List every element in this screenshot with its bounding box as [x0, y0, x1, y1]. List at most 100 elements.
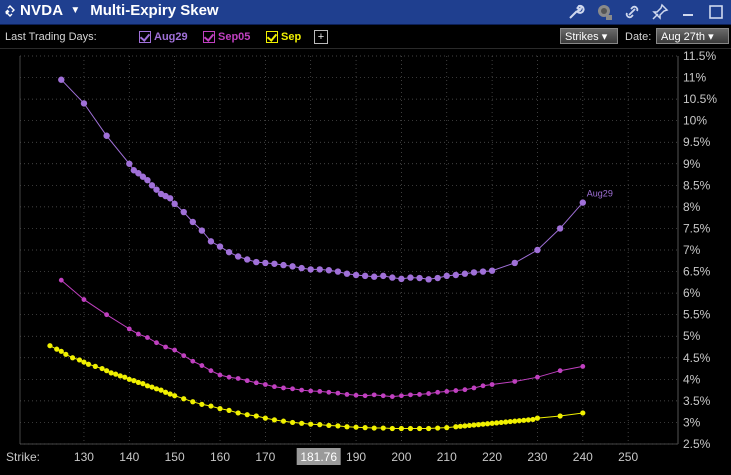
data-point	[334, 268, 342, 275]
data-point	[425, 276, 432, 283]
data-point	[126, 160, 133, 167]
data-point	[471, 385, 477, 391]
data-point	[335, 390, 341, 396]
checkbox-aug29[interactable]: Aug29	[139, 31, 188, 43]
data-point	[153, 386, 160, 392]
data-point	[317, 389, 323, 394]
minimize-icon[interactable]	[679, 3, 697, 21]
data-point	[85, 361, 92, 367]
series-line	[60, 79, 584, 280]
data-point	[435, 425, 441, 431]
x-tick-label: 200	[391, 450, 411, 464]
data-point	[580, 364, 586, 369]
chat-icon[interactable]	[595, 3, 613, 21]
data-point	[217, 372, 223, 378]
data-point	[443, 272, 450, 280]
date-dropdown[interactable]: Aug 27th ▾	[656, 28, 729, 44]
ticker-dropdown-icon[interactable]: ▼	[70, 5, 81, 16]
maximize-icon[interactable]	[707, 3, 725, 21]
data-point	[148, 182, 156, 189]
data-point	[172, 347, 178, 353]
wrench-icon[interactable]	[567, 3, 585, 21]
data-point	[444, 425, 450, 431]
data-point	[271, 260, 278, 267]
data-point	[190, 358, 196, 364]
data-point	[534, 246, 541, 254]
data-point	[326, 422, 332, 429]
chevron-down-icon: ▾	[708, 31, 714, 43]
strikes-dropdown-label: Strikes	[565, 31, 599, 43]
strikes-dropdown[interactable]: Strikes ▾	[560, 28, 618, 44]
data-point	[54, 346, 60, 352]
data-point	[534, 415, 541, 421]
data-point	[149, 384, 155, 390]
chain-link-icon[interactable]	[623, 3, 641, 21]
checkbox-sep-label: Sep	[281, 31, 302, 43]
data-point	[489, 382, 495, 387]
data-point	[126, 376, 132, 382]
data-point	[488, 267, 496, 274]
y-tick-label: 3%	[683, 415, 701, 429]
checkbox-sep05[interactable]: Sep05	[203, 31, 250, 43]
data-point	[145, 335, 150, 340]
add-expiry-button[interactable]: +	[314, 30, 328, 44]
data-point	[104, 312, 110, 318]
data-point	[253, 380, 259, 386]
data-point	[461, 270, 469, 277]
data-point	[135, 170, 142, 177]
check-icon	[203, 31, 215, 43]
data-point	[235, 376, 241, 381]
data-point	[63, 351, 69, 357]
data-point	[484, 421, 491, 427]
data-point	[189, 218, 196, 226]
data-point	[190, 399, 196, 405]
series-sep05	[58, 277, 586, 399]
data-point	[479, 268, 487, 275]
data-point	[308, 421, 314, 427]
data-point	[399, 393, 404, 399]
y-tick-label: 6.5%	[683, 265, 711, 279]
y-tick-label: 9%	[683, 157, 701, 171]
data-point	[135, 331, 141, 337]
data-point	[389, 394, 395, 399]
series-end-label: Aug29	[587, 189, 613, 199]
y-tick-label: 7%	[683, 243, 701, 257]
data-point	[299, 387, 305, 393]
skew-chart[interactable]: Aug29 2.5% 3% 3.5% 4% 4.5% 5% 5.5% 6% 6.5% 7% 7.5%…	[0, 48, 731, 475]
data-point	[408, 392, 413, 398]
data-point	[181, 396, 187, 402]
data-point	[172, 393, 178, 399]
data-point	[154, 340, 159, 346]
y-tick-label: 6%	[683, 286, 701, 300]
pin-icon[interactable]	[651, 3, 669, 21]
data-point	[453, 388, 459, 393]
data-point	[262, 382, 268, 387]
data-point	[226, 407, 232, 413]
data-point	[511, 259, 518, 267]
data-point	[512, 379, 518, 384]
data-point	[370, 273, 378, 280]
link-icon[interactable]	[4, 4, 16, 17]
data-point	[199, 363, 205, 368]
data-point	[521, 417, 527, 423]
data-point	[471, 422, 477, 428]
data-point	[235, 410, 241, 416]
data-point	[298, 264, 305, 272]
data-point	[380, 425, 386, 431]
data-point	[535, 374, 540, 380]
data-point	[503, 419, 509, 425]
data-point	[326, 389, 332, 395]
data-point	[434, 274, 441, 282]
data-point	[417, 392, 422, 397]
data-point	[557, 368, 563, 374]
ticker-symbol[interactable]: NVDA	[20, 2, 64, 19]
checkbox-sep[interactable]: Sep	[266, 31, 301, 43]
data-point	[144, 176, 151, 184]
x-tick-label: 220	[482, 450, 502, 464]
x-tick-label: 210	[437, 450, 457, 464]
data-point	[217, 406, 223, 412]
data-point	[317, 422, 323, 428]
data-point	[130, 167, 138, 174]
data-point	[416, 425, 423, 432]
data-point	[480, 383, 486, 389]
